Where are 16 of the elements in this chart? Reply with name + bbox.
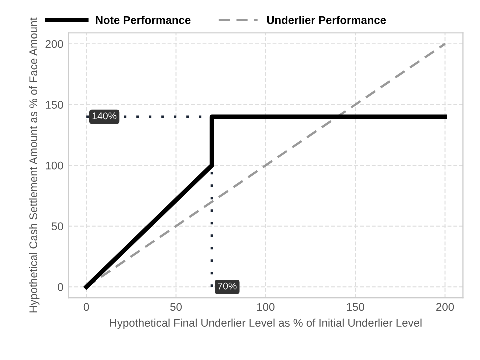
x-tick-label: 50 — [170, 303, 182, 312]
x-tick-label: 0 — [84, 303, 90, 312]
x-tick-label: 100 — [258, 303, 275, 312]
y-tick-label: 200 — [46, 40, 64, 48]
x-tick-label: 150 — [347, 303, 364, 312]
legend-label: Note Performance — [96, 16, 191, 24]
y-tick-label: 0 — [58, 283, 64, 292]
annotation: 70% — [218, 282, 237, 290]
y-tick-label: 100 — [46, 162, 64, 170]
y-tick-label: 150 — [46, 101, 64, 109]
x-axis-title: Hypothetical Final Underlier Level as % of Initial Underlier Level — [110, 318, 422, 330]
x-tick-label: 200 — [436, 303, 454, 312]
y-tick-label: 50 — [52, 222, 64, 231]
annotation: 140% — [92, 112, 117, 120]
y-axis-title: Hypothetical Cash Settlement Amount as % of Face Amount — [29, 18, 40, 313]
legend-label: Underlier Performance — [267, 16, 386, 24]
